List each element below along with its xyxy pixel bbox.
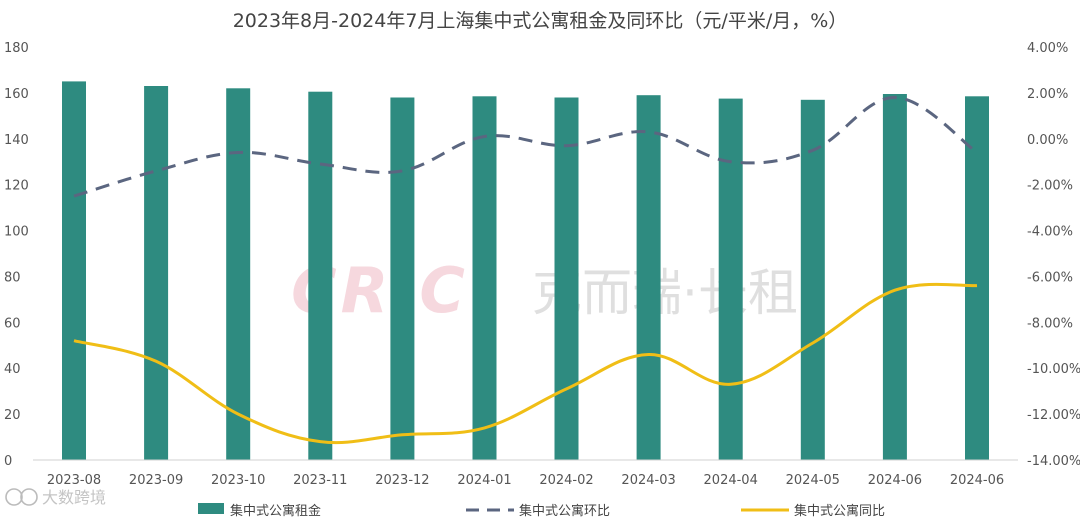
left-axis: 0 20 40 60 80 100 120 140 160 180 [4,41,29,469]
right-tick-label: -6.00% [1027,270,1073,285]
right-tick-label: -4.00% [1027,225,1073,240]
left-tick-label: 160 [4,87,29,102]
legend: 集中式公寓租金 集中式公寓环比 集中式公寓同比 [198,503,885,519]
x-tick-label: 2024-04 [704,473,758,488]
bar [883,94,907,460]
x-tick-label: 2024-03 [621,473,675,488]
bar [637,95,661,460]
left-tick-label: 60 [4,316,21,331]
x-tick-label: 2024-01 [457,473,511,488]
left-tick-label: 0 [4,454,12,469]
corner-mark-icon [6,489,22,505]
x-tick-label: 2024-05 [786,473,840,488]
x-tick-label: 2024-06 [868,473,922,488]
bar [226,88,250,460]
bar [719,99,743,460]
legend-label: 集中式公寓租金 [230,503,321,519]
left-tick-label: 120 [4,179,29,194]
corner-mark: 大数跨境 [6,488,106,507]
right-tick-label: -12.00% [1027,408,1080,423]
bar [62,81,86,460]
x-tick-label: 2023-09 [129,473,183,488]
right-tick-label: 2.00% [1027,87,1068,102]
bar [390,98,414,461]
right-tick-label: -2.00% [1027,179,1073,194]
left-tick-label: 80 [4,270,21,285]
line-series [74,97,977,442]
x-tick-label: 2023-10 [211,473,265,488]
legend-label: 集中式公寓同比 [794,503,885,519]
left-tick-label: 40 [4,362,21,377]
bar [965,96,989,460]
x-tick-label: 2024-02 [539,473,593,488]
x-tick-label: 2023-08 [47,473,101,488]
bar [308,92,332,460]
x-tick-label: 2024-06 [950,473,1004,488]
left-tick-label: 20 [4,408,21,423]
right-tick-label: -8.00% [1027,316,1073,331]
right-tick-label: 4.00% [1027,41,1068,56]
right-tick-label: -14.00% [1027,454,1080,469]
right-tick-label: 0.00% [1027,133,1068,148]
right-axis: -14.00% -12.00% -10.00% -8.00% -6.00% -4.00% -… [1027,41,1080,469]
bar [144,86,168,460]
line-mom [74,97,977,196]
corner-mark-text: 大数跨境 [42,488,106,507]
legend-swatch [198,503,224,514]
left-tick-label: 180 [4,41,29,56]
right-tick-label: -10.00% [1027,362,1080,377]
line-yoy [74,284,977,442]
x-axis: 2023-08 2023-09 2023-10 2023-11 2023-12 2024-… [33,460,1018,488]
bar [555,98,579,461]
x-tick-label: 2023-11 [293,473,347,488]
left-tick-label: 100 [4,225,29,240]
bar [473,96,497,460]
chart-title: 2023年8月-2024年7月上海集中式公寓租金及同环比（元/平米/月，%） [233,10,848,32]
legend-label: 集中式公寓环比 [519,503,610,519]
bar [801,100,825,460]
left-tick-label: 140 [4,133,29,148]
x-tick-label: 2023-12 [375,473,429,488]
